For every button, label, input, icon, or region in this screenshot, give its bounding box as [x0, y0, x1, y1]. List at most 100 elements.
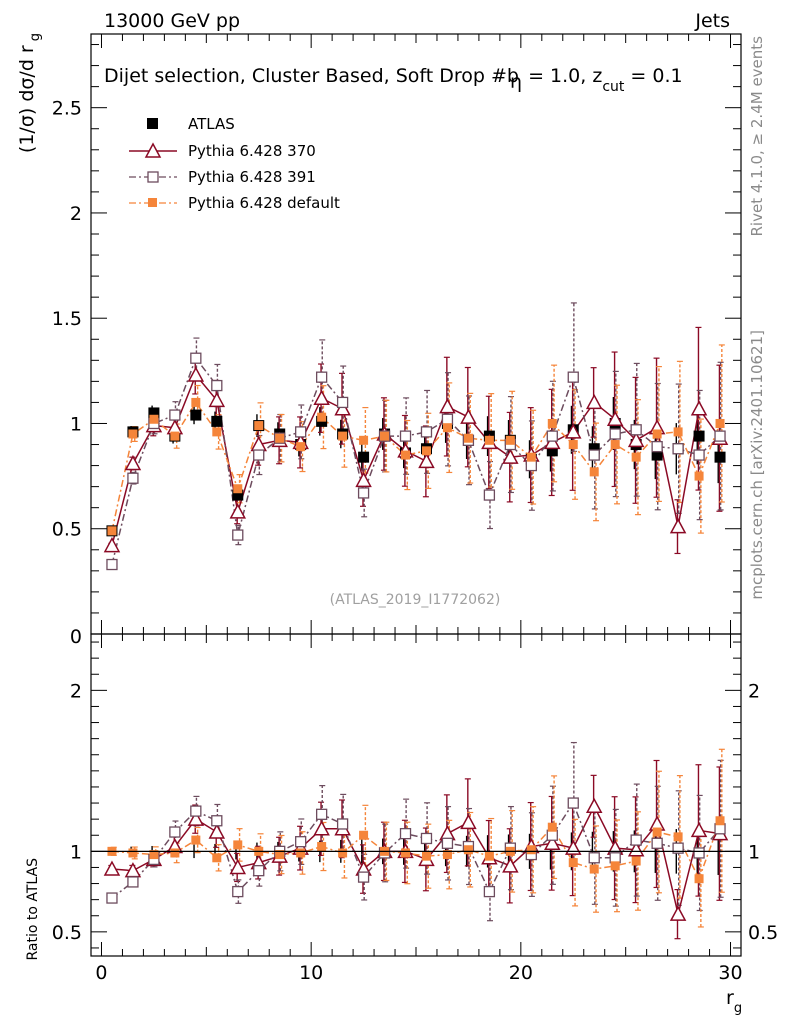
pythia-default-point-main	[694, 471, 704, 481]
pythia-default-point-main	[526, 452, 536, 462]
legend-marker-atlas	[147, 118, 158, 129]
pythia-default-point-ratio	[610, 861, 620, 871]
pythia-370-point-main	[418, 452, 435, 469]
mcplots-label: mcplots.cern.ch [arXiv:2401.10621]	[748, 330, 766, 600]
ratio-y-tick-label-right: 2	[748, 680, 760, 702]
pythia-391-point-ratio	[630, 834, 642, 846]
pythia-391-point-main	[420, 426, 433, 438]
pythia-default-point-main	[715, 418, 725, 428]
pythia-391-point-ratio	[420, 832, 433, 845]
pythia-default-point-ratio	[128, 848, 138, 858]
pythia-391-point-main	[357, 487, 370, 499]
pythia-391-point-main	[295, 426, 307, 438]
pythia-default-point-ratio	[631, 856, 641, 866]
pythia-default-point-ratio	[694, 874, 704, 884]
legend-marker-default	[148, 198, 157, 207]
pythia-370-point-ratio	[627, 841, 645, 857]
pythia-391-point-ratio	[714, 823, 726, 835]
pythia-391-point-ratio	[546, 829, 558, 841]
pythia-default-point-ratio	[275, 850, 285, 860]
pythia-default-point-ratio	[233, 840, 243, 850]
pythia-370-point-main	[606, 410, 624, 427]
header-right: Jets	[694, 10, 730, 32]
legend: ATLAS Pythia 6.428 370 Pythia 6.428 391 …	[129, 115, 340, 212]
ratio-y-tick-label: 2	[70, 680, 82, 702]
pythia-370-point-ratio	[460, 813, 477, 830]
pythia-default-point-ratio	[568, 858, 578, 868]
pythia-391-point-ratio	[336, 818, 349, 830]
main-y-tick-label: 0.5	[52, 519, 82, 541]
pythia-370-point-ratio	[187, 810, 205, 826]
series-line-ratio	[111, 801, 721, 899]
pythia-default-point-main	[107, 526, 117, 536]
pythia-391-point-main	[190, 352, 202, 364]
pythia-default-point-ratio	[715, 816, 725, 826]
pythia-370-point-main	[313, 389, 330, 405]
pythia-391-point-ratio	[609, 852, 621, 864]
ratio-y-tick-label-right: 1	[748, 841, 760, 863]
pythia-default-point-main	[149, 414, 159, 424]
series-line-ratio	[111, 804, 721, 915]
pythia-391-point-ratio	[190, 805, 202, 817]
pythia-default-point-main	[359, 435, 369, 445]
pythia-370-point-main	[669, 518, 687, 534]
pythia-default-point-main	[547, 418, 557, 428]
legend-label-atlas: ATLAS	[188, 115, 235, 133]
main-y-axis-label-text: (1/σ) dσ/d r	[16, 45, 38, 153]
pythia-default-point-ratio	[296, 848, 306, 858]
pythia-default-point-main	[568, 440, 578, 450]
pythia-default-point-main	[317, 412, 327, 422]
pythia-391-point-main	[546, 430, 558, 442]
atlas-point	[211, 415, 223, 427]
pythia-default-point-ratio	[442, 850, 452, 860]
pythia-default-point-main	[463, 433, 473, 443]
rivet-label: Rivet 4.1.0, ≥ 2.4M events	[748, 36, 766, 237]
pythia-default-point-main	[128, 429, 138, 439]
pythia-370-point-ratio	[229, 858, 247, 875]
pythia-default-point-main	[254, 421, 264, 431]
pythia-391-point-main	[651, 440, 663, 453]
atlas-point	[190, 409, 202, 421]
pythia-370-point-ratio	[103, 860, 121, 876]
pythia-391-point-main	[630, 424, 642, 436]
pythia-391-point-ratio	[651, 837, 663, 849]
pythia-370-point-main	[544, 433, 561, 450]
pythia-391-point-ratio	[106, 892, 118, 904]
main-y-axis-label-sub: g	[28, 33, 43, 41]
pythia-370-point-ratio	[313, 820, 330, 836]
pythia-default-point-ratio	[401, 848, 411, 858]
pythia-391-point-main	[336, 396, 349, 409]
ratio-plot-frame	[90, 633, 742, 957]
pythia-370-point-main	[585, 393, 603, 410]
atlas-point	[232, 489, 244, 501]
ratio-y-tick-label: 0.5	[52, 922, 82, 944]
pythia-391-point-main	[672, 443, 684, 455]
pythia-370-point-main	[627, 431, 645, 448]
main-y-tick-label: 1.5	[52, 308, 82, 330]
pythia-370-point-ratio	[502, 857, 519, 873]
pythia-default-point-main	[610, 440, 620, 450]
pythia-391-point-main	[127, 472, 139, 484]
pythia-391-point-ratio	[483, 885, 496, 898]
header-left: 13000 GeV pp	[104, 10, 240, 32]
pythia-default-point-ratio	[191, 835, 201, 845]
pythia-391-point-main	[169, 409, 181, 421]
pythia-370-point-main	[229, 503, 247, 519]
pythia-370-point-main	[565, 423, 582, 439]
x-axis-label-sub: g	[734, 1001, 742, 1016]
pythia-default-point-ratio	[170, 848, 180, 858]
pythia-391-point-ratio	[232, 885, 244, 898]
atlas-point	[148, 407, 160, 419]
pythia-391-point-ratio	[672, 842, 684, 854]
pythia-391-point-main	[693, 449, 705, 461]
title-part-main: Dijet selection, Cluster Based, Soft Dro…	[104, 65, 519, 87]
pythia-default-point-ratio	[589, 864, 599, 874]
pythia-391-point-main	[609, 428, 621, 440]
x-axis-label: rg	[726, 987, 742, 1016]
pythia-default-point-ratio	[317, 842, 327, 852]
pythia-370-point-ratio	[669, 905, 687, 921]
pythia-default-point-ratio	[484, 851, 494, 861]
x-tick-label: 0	[95, 962, 107, 984]
pythia-391-point-ratio	[127, 876, 139, 888]
